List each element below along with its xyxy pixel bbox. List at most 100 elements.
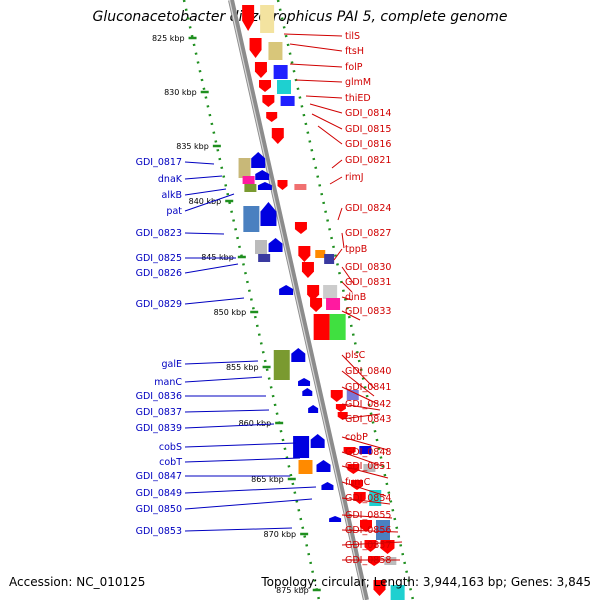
forward-label-leader bbox=[184, 486, 317, 494]
reverse-gene-label: GDI_0842 bbox=[345, 399, 391, 410]
reverse-gene-feature bbox=[242, 5, 255, 31]
reverse-gene-feature bbox=[346, 390, 359, 400]
reverse-gene-label: GDI_0854 bbox=[345, 493, 391, 504]
reverse-label-leader bbox=[283, 33, 343, 37]
tick-label: 830 kbp bbox=[164, 88, 197, 97]
reverse-gene-feature bbox=[390, 585, 405, 600]
reverse-label-leader bbox=[341, 451, 383, 467]
reverse-label-leader bbox=[289, 43, 343, 52]
forward-gene-feature bbox=[255, 240, 267, 254]
forward-gene-feature bbox=[257, 182, 272, 190]
reverse-gene-feature bbox=[294, 184, 307, 190]
reverse-gene-label: cobP bbox=[345, 432, 368, 443]
reverse-label-leader bbox=[295, 79, 343, 83]
reverse-gene-label: GDI_0855 bbox=[345, 510, 391, 521]
reverse-gene-label: folP bbox=[345, 62, 363, 73]
forward-gene-label: galE bbox=[162, 359, 183, 370]
forward-gene-feature bbox=[273, 350, 290, 380]
reverse-gene-feature bbox=[277, 80, 291, 94]
summary-text: Topology: circular; Length: 3,944,163 bp… bbox=[261, 575, 591, 589]
forward-gene-label: GDI_0823 bbox=[136, 228, 182, 239]
reverse-label-leader bbox=[289, 63, 343, 68]
forward-gene-label: cobT bbox=[159, 457, 182, 468]
reverse-label-leader bbox=[341, 354, 375, 389]
genome-backbone-highlight bbox=[228, 0, 366, 600]
forward-label-leader bbox=[184, 409, 270, 413]
reverse-gene-label: GDI_0833 bbox=[345, 306, 391, 317]
forward-label-leader bbox=[184, 193, 235, 212]
reverse-label-leader bbox=[331, 159, 343, 169]
forward-gene-feature bbox=[298, 378, 311, 386]
tick-label: 865 kbp bbox=[251, 475, 284, 484]
forward-gene-feature bbox=[298, 460, 313, 474]
forward-frame-line bbox=[182, 0, 321, 600]
reverse-gene-feature bbox=[280, 96, 295, 106]
forward-label-leader bbox=[184, 232, 225, 235]
reverse-label-leader bbox=[309, 103, 343, 114]
reverse-gene-label: GDI_0831 bbox=[345, 277, 391, 288]
forward-gene-feature bbox=[244, 184, 257, 192]
reverse-gene-label: dinB bbox=[345, 292, 366, 303]
forward-gene-label: manC bbox=[154, 377, 182, 388]
reverse-label-leader bbox=[341, 403, 381, 411]
reverse-gene-feature bbox=[260, 5, 275, 33]
reverse-gene-label: fumC bbox=[345, 477, 371, 488]
reverse-gene-feature bbox=[380, 540, 395, 554]
reverse-gene-label: GDI_0858 bbox=[345, 555, 391, 566]
forward-label-leader bbox=[184, 498, 313, 510]
forward-label-leader bbox=[184, 175, 223, 180]
forward-label-leader bbox=[184, 423, 275, 429]
forward-gene-feature bbox=[255, 170, 270, 180]
forward-gene-feature bbox=[291, 348, 306, 362]
reverse-gene-feature bbox=[359, 446, 372, 454]
forward-gene-feature bbox=[321, 482, 334, 490]
forward-gene-label: GDI_0829 bbox=[136, 299, 182, 310]
genome-backbone bbox=[228, 0, 369, 600]
reverse-gene-feature bbox=[315, 250, 326, 258]
forward-label-leader bbox=[184, 442, 297, 448]
reverse-gene-label: GDI_0815 bbox=[345, 124, 391, 135]
reverse-gene-label: thiED bbox=[345, 93, 371, 104]
reverse-gene-feature bbox=[294, 222, 307, 234]
forward-gene-feature bbox=[268, 238, 283, 252]
tick-label: 840 kbp bbox=[189, 197, 222, 206]
reverse-gene-label: GDI_0821 bbox=[345, 155, 391, 166]
forward-gene-feature bbox=[238, 158, 251, 178]
forward-gene-label: alkB bbox=[162, 190, 182, 201]
forward-gene-feature bbox=[258, 254, 271, 262]
forward-gene-feature bbox=[302, 388, 313, 396]
reverse-gene-feature bbox=[310, 298, 323, 312]
reverse-gene-feature bbox=[376, 520, 390, 540]
forward-gene-feature bbox=[310, 434, 325, 448]
forward-gene-feature bbox=[260, 202, 277, 226]
reverse-label-leader bbox=[341, 541, 403, 546]
reverse-gene-feature bbox=[268, 42, 283, 60]
reverse-gene-feature bbox=[368, 556, 381, 566]
forward-label-leader bbox=[184, 161, 215, 165]
forward-gene-label: GDI_0839 bbox=[136, 423, 182, 434]
reverse-gene-feature bbox=[343, 447, 356, 455]
reverse-gene-label: GDI_0848 bbox=[345, 447, 391, 458]
tick-label: 825 kbp bbox=[152, 34, 185, 43]
reverse-gene-feature bbox=[373, 580, 386, 596]
forward-gene-feature bbox=[329, 516, 342, 522]
reverse-label-leader bbox=[329, 176, 343, 185]
reverse-gene-feature bbox=[273, 65, 288, 79]
reverse-gene-label: GDI_0841 bbox=[345, 382, 391, 393]
reverse-label-leader bbox=[341, 465, 389, 479]
forward-label-leader bbox=[184, 360, 259, 365]
forward-label-leader bbox=[184, 297, 245, 305]
reverse-label-leader bbox=[341, 310, 361, 321]
reverse-gene-feature bbox=[301, 262, 314, 278]
reverse-gene-feature bbox=[324, 254, 335, 264]
forward-gene-label: GDI_0837 bbox=[136, 407, 182, 418]
reverse-label-leader bbox=[305, 95, 343, 99]
reverse-label-leader bbox=[341, 514, 393, 519]
reverse-gene-label: rimJ bbox=[345, 172, 364, 183]
reverse-gene-label: GDI_0856 bbox=[345, 525, 391, 536]
reverse-gene-feature bbox=[277, 180, 288, 190]
reverse-gene-feature bbox=[384, 557, 397, 565]
forward-label-leader bbox=[184, 188, 227, 196]
reverse-gene-feature bbox=[329, 314, 346, 340]
